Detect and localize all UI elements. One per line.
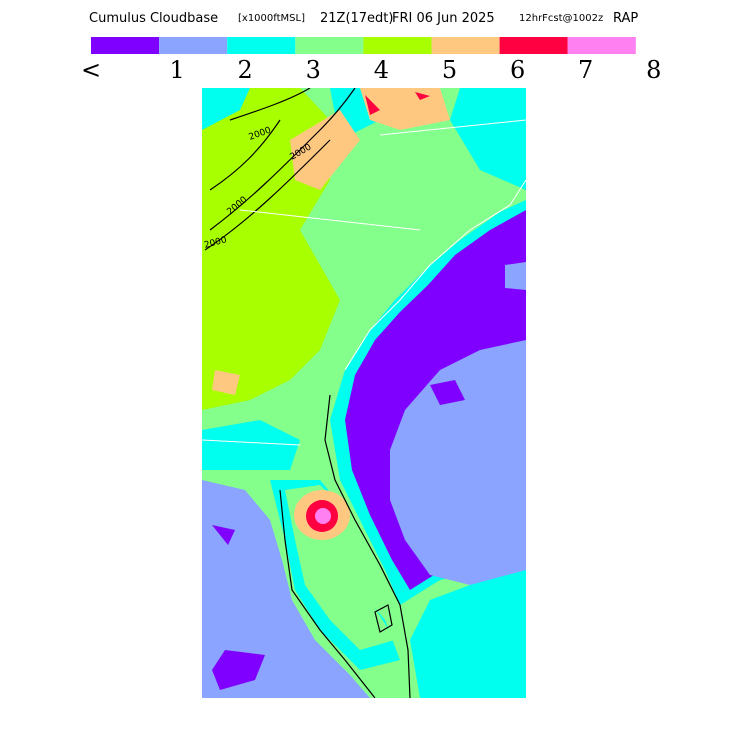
legend: <1 2 3 4 5 6 7 8 [81, 37, 661, 84]
forecast: 12hrFcst@1002z [519, 13, 603, 24]
map: 2000 2000 2000 2000 [202, 88, 526, 698]
legend-swatch [567, 37, 636, 54]
model: RAP [613, 11, 638, 26]
date: FRI 06 Jun 2025 [392, 11, 495, 26]
legend-label: 3 [306, 56, 321, 84]
legend-label: < [81, 56, 101, 84]
legend-swatch [363, 37, 432, 54]
legend-label: 2 [238, 56, 253, 84]
legend-swatch [499, 37, 568, 54]
legend-label: 4 [374, 56, 389, 84]
valid-time: 21Z(17edt) [320, 11, 393, 26]
legend-swatch [159, 37, 228, 54]
legend-label: 5 [442, 56, 457, 84]
legend-swatch [227, 37, 296, 54]
units: [x1000ftMSL] [238, 13, 305, 24]
legend-label: 7 [578, 56, 593, 84]
title: Cumulus Cloudbase [89, 11, 218, 26]
legend-swatch [295, 37, 364, 54]
legend-label: 8 [646, 56, 661, 84]
legend-swatch [431, 37, 500, 54]
legend-swatch [91, 37, 160, 54]
legend-label: 6 [510, 56, 525, 84]
legend-label: 1 [169, 56, 184, 84]
